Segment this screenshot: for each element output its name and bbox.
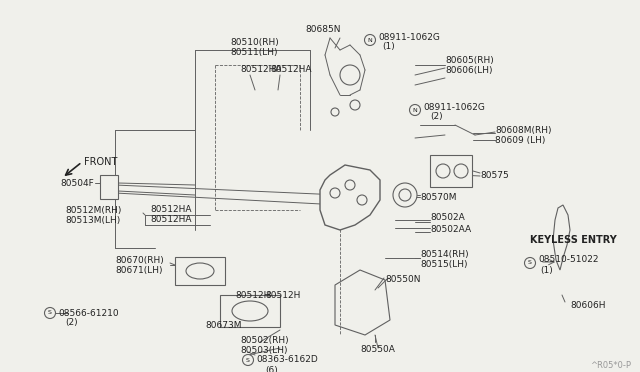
Text: 80502AA: 80502AA — [430, 225, 471, 234]
Text: KEYLESS ENTRY: KEYLESS ENTRY — [530, 235, 617, 245]
Text: 80550A: 80550A — [360, 346, 395, 355]
Text: 80515(LH): 80515(LH) — [420, 260, 467, 269]
Text: 80510(RH): 80510(RH) — [230, 38, 279, 46]
Ellipse shape — [186, 263, 214, 279]
Text: 08566-61210: 08566-61210 — [58, 308, 118, 317]
Text: (1): (1) — [540, 266, 553, 275]
Ellipse shape — [232, 301, 268, 321]
Polygon shape — [553, 205, 570, 270]
Text: 80512HA: 80512HA — [150, 205, 191, 215]
Text: 80512HA: 80512HA — [240, 65, 282, 74]
Circle shape — [340, 65, 360, 85]
Text: 80671(LH): 80671(LH) — [115, 266, 163, 275]
Circle shape — [393, 183, 417, 207]
Circle shape — [345, 180, 355, 190]
Circle shape — [350, 100, 360, 110]
Circle shape — [436, 164, 450, 178]
Text: ^R05*0-P: ^R05*0-P — [590, 360, 631, 369]
Text: (6): (6) — [265, 366, 278, 372]
Text: 08911-1062G: 08911-1062G — [378, 32, 440, 42]
Polygon shape — [320, 165, 380, 230]
Text: 80502(RH): 80502(RH) — [240, 336, 289, 344]
Text: 80512H: 80512H — [235, 291, 270, 299]
Circle shape — [45, 308, 56, 318]
Text: 80512HA: 80512HA — [270, 65, 312, 74]
Circle shape — [454, 164, 468, 178]
Text: S: S — [246, 357, 250, 362]
Bar — [220, 295, 280, 327]
Text: 80514(RH): 80514(RH) — [420, 250, 468, 260]
Text: 80609 (LH): 80609 (LH) — [495, 135, 545, 144]
Text: 80511(LH): 80511(LH) — [230, 48, 278, 57]
Text: 08911-1062G: 08911-1062G — [423, 103, 485, 112]
Circle shape — [410, 105, 420, 115]
Text: S: S — [528, 260, 532, 266]
Text: 80570M: 80570M — [420, 192, 456, 202]
Text: 80512HA: 80512HA — [150, 215, 191, 224]
Text: 80575: 80575 — [480, 170, 509, 180]
Text: 08510-51022: 08510-51022 — [538, 256, 598, 264]
Text: 80670(RH): 80670(RH) — [115, 256, 164, 264]
Text: N: N — [367, 38, 372, 42]
Text: N: N — [413, 108, 417, 112]
Text: 80606(LH): 80606(LH) — [445, 65, 493, 74]
Text: 80550N: 80550N — [385, 276, 420, 285]
Text: (1): (1) — [382, 42, 395, 51]
Circle shape — [243, 355, 253, 366]
Text: 80606H: 80606H — [570, 301, 605, 310]
Bar — [175, 257, 225, 285]
Circle shape — [331, 108, 339, 116]
Text: (2): (2) — [430, 112, 443, 122]
Circle shape — [365, 35, 376, 45]
Text: S: S — [48, 311, 52, 315]
Circle shape — [330, 188, 340, 198]
Bar — [430, 155, 472, 187]
Circle shape — [525, 257, 536, 269]
Text: 80608M(RH): 80608M(RH) — [495, 125, 552, 135]
Circle shape — [357, 195, 367, 205]
Text: 08363-6162D: 08363-6162D — [256, 356, 317, 365]
Text: 80685N: 80685N — [305, 26, 340, 35]
Text: 80512M(RH): 80512M(RH) — [65, 205, 122, 215]
Bar — [100, 175, 118, 199]
Circle shape — [399, 189, 411, 201]
Text: 80504F: 80504F — [60, 179, 93, 187]
Text: (2): (2) — [65, 317, 77, 327]
Text: FRONT: FRONT — [84, 157, 117, 167]
Text: 80605(RH): 80605(RH) — [445, 55, 493, 64]
Text: 80502A: 80502A — [430, 214, 465, 222]
Text: 80503(LH): 80503(LH) — [240, 346, 287, 355]
Text: 80673M: 80673M — [205, 321, 241, 330]
Text: 80513M(LH): 80513M(LH) — [65, 215, 120, 224]
Text: 80512H: 80512H — [265, 291, 300, 299]
